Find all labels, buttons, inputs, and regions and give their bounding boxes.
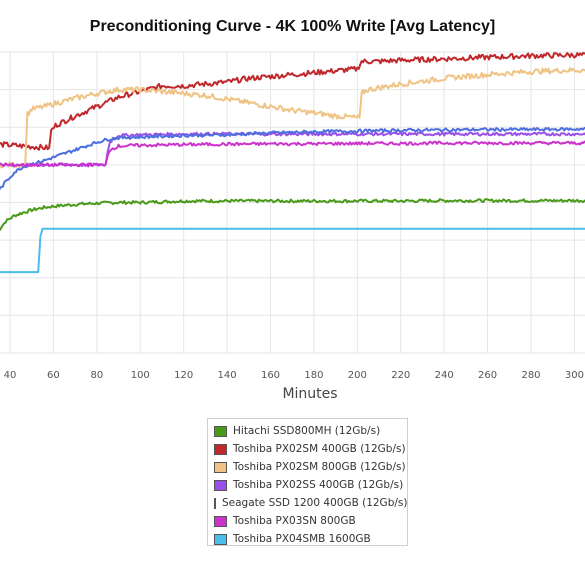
x-tick-label: 300 bbox=[565, 370, 584, 381]
legend-item: Toshiba PX02SM 400GB (12Gb/s) bbox=[214, 440, 407, 458]
legend-swatch bbox=[214, 533, 227, 545]
x-axis-label: Minutes bbox=[282, 386, 338, 402]
x-tick-label: 140 bbox=[218, 370, 237, 381]
series-lines bbox=[0, 52, 585, 274]
series-line-1 bbox=[0, 52, 585, 151]
series-line-5 bbox=[0, 140, 585, 168]
legend-label: Toshiba PX02SS 400GB (12Gb/s) bbox=[233, 479, 404, 491]
series-line-2 bbox=[0, 67, 585, 169]
legend-swatch bbox=[214, 479, 227, 491]
legend-label: Toshiba PX04SMB 1600GB bbox=[233, 533, 371, 545]
legend-item: Toshiba PX04SMB 1600GB bbox=[214, 530, 407, 548]
legend-item: Toshiba PX02SM 800GB (12Gb/s) bbox=[214, 458, 407, 476]
legend-swatch bbox=[214, 443, 227, 455]
x-tick-label: 220 bbox=[391, 370, 410, 381]
legend-item: Toshiba PX02SS 400GB (12Gb/s) bbox=[214, 476, 407, 494]
legend-swatch bbox=[214, 497, 216, 509]
series-line-6 bbox=[0, 227, 585, 274]
x-tick-label: 120 bbox=[174, 370, 193, 381]
legend-label: Toshiba PX03SN 800GB bbox=[233, 515, 356, 527]
legend: Hitachi SSD800MH (12Gb/s) Toshiba PX02SM … bbox=[207, 418, 408, 546]
series-line-4 bbox=[0, 126, 585, 191]
x-tick-label: 200 bbox=[348, 370, 367, 381]
legend-swatch bbox=[214, 461, 227, 473]
x-tick-labels: 40 60 80 100 120 140 160 180 200 220 240 260 280 300 bbox=[4, 370, 584, 381]
legend-swatch bbox=[214, 515, 227, 527]
legend-label: Toshiba PX02SM 800GB (12Gb/s) bbox=[233, 461, 406, 473]
x-tick-label: 60 bbox=[47, 370, 60, 381]
x-tick-label: 280 bbox=[521, 370, 540, 381]
legend-swatch bbox=[214, 425, 227, 437]
x-tick-label: 80 bbox=[90, 370, 103, 381]
series-line-0 bbox=[0, 198, 585, 232]
legend-item: Toshiba PX03SN 800GB bbox=[214, 512, 407, 530]
series-line-3 bbox=[0, 131, 585, 168]
x-tick-label: 100 bbox=[131, 370, 150, 381]
legend-label: Hitachi SSD800MH (12Gb/s) bbox=[233, 425, 381, 437]
x-tick-label: 180 bbox=[304, 370, 323, 381]
x-tick-label: 40 bbox=[4, 370, 17, 381]
chart-title: Preconditioning Curve - 4K 100% Write [A… bbox=[89, 18, 496, 35]
x-tick-label: 260 bbox=[478, 370, 497, 381]
x-tick-label: 160 bbox=[261, 370, 280, 381]
legend-item: Seagate SSD 1200 400GB (12Gb/s) bbox=[214, 494, 407, 512]
legend-label: Seagate SSD 1200 400GB (12Gb/s) bbox=[222, 497, 408, 509]
legend-label: Toshiba PX02SM 400GB (12Gb/s) bbox=[233, 443, 406, 455]
legend-item: Hitachi SSD800MH (12Gb/s) bbox=[214, 422, 407, 440]
x-tick-label: 240 bbox=[435, 370, 454, 381]
